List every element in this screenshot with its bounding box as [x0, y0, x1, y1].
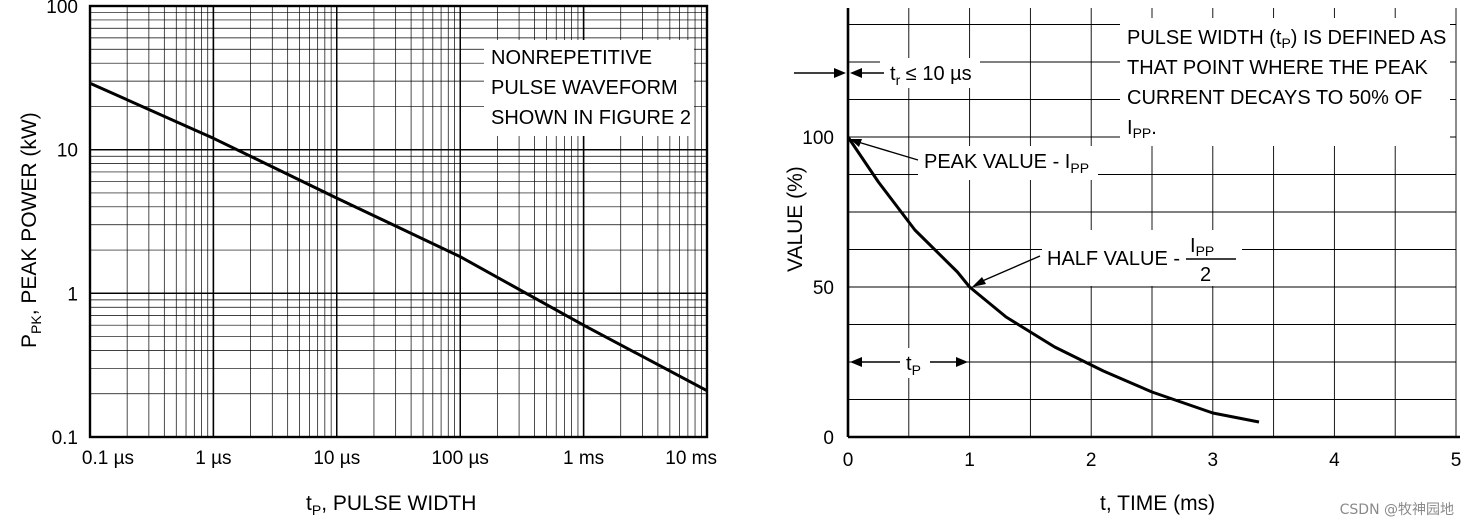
pulse-note-line: CURRENT DECAYS TO 50% OF: [1127, 87, 1422, 109]
pulse-note-line: THAT POINT WHERE THE PEAK: [1127, 57, 1428, 79]
left-annotation-line: PULSE WAVEFORM: [491, 77, 678, 99]
peak-power-line: [89, 81, 708, 393]
right-y-tick-label: 50: [813, 278, 834, 299]
half-label-box: [1042, 230, 1242, 286]
right-x-tick-label: 0: [843, 450, 854, 471]
left-annotation-line: NONREPETITIVE: [491, 47, 652, 69]
right-x-tick-label: 1: [964, 450, 975, 471]
rise-arrowhead-left: [834, 68, 846, 78]
pulse-note-box: [1120, 18, 1450, 146]
tp-label-box: [870, 348, 954, 378]
tp-arrowhead-left: [850, 357, 862, 367]
half-value-label: HALF VALUE -: [1047, 248, 1180, 270]
half-fraction-denominator: 2: [1200, 264, 1211, 286]
watermark: CSDN @牧神园地: [1339, 502, 1454, 518]
left-series: [89, 81, 708, 393]
pulse-note-line: PULSE WIDTH (tP) IS DEFINED AS: [1127, 27, 1446, 51]
rise-time-box: [880, 58, 980, 88]
right-x-tick-label: 2: [1086, 450, 1097, 471]
left-x-tick-label: 100 µs: [431, 448, 488, 469]
left-y-tick-label: 10: [57, 141, 78, 162]
left-x-axis-label: tP, PULSE WIDTH: [306, 492, 476, 518]
right-y-tick-label: 100: [802, 128, 834, 149]
rise-arrowhead-right: [850, 68, 862, 78]
peak-leader-line: [857, 141, 919, 161]
right-y-tick-label: 0: [823, 428, 834, 449]
left-x-tick-label: 10 ms: [665, 448, 717, 469]
left-x-tick-label: 0.1 µs: [82, 448, 134, 469]
right-series: [846, 136, 1260, 424]
rise-time-label: tr ≤ 10 µs: [890, 63, 972, 88]
half-fraction-numerator: IPP: [1190, 235, 1214, 259]
tp-label: tP: [906, 353, 921, 378]
peak-arrowhead: [850, 139, 862, 147]
right-x-tick-label: 3: [1208, 450, 1219, 471]
left-y-tick-label: 1: [67, 284, 78, 305]
peak-label-box: [918, 146, 1098, 180]
right-x-tick-label: 5: [1451, 450, 1462, 471]
left-x-tick-label: 1 ms: [563, 448, 604, 469]
decay-curve: [846, 136, 1260, 424]
left-tick-labels: 0.1 µs 1 µs 10 µs 100 µs 1 ms 10 ms 0.1 1 10 100: [46, 0, 717, 469]
left-y-axis-label: PPK, PEAK POWER (kW): [18, 112, 44, 348]
left-chart: 0.1 µs 1 µs 10 µs 100 µs 1 ms 10 ms0.1110100 …: [18, 0, 717, 518]
left-annotation-box: [484, 40, 694, 136]
peak-value-label: PEAK VALUE - IPP: [924, 151, 1089, 176]
right-y-axis-label: VALUE (%): [784, 166, 807, 272]
half-arrowhead: [972, 277, 986, 287]
left-plot-frame: [88, 4, 709, 439]
left-y-tick-label: 0.1: [52, 428, 78, 449]
left-annotation-line: SHOWN IN FIGURE 2: [491, 107, 691, 129]
pulse-note-line: IPP.: [1127, 117, 1157, 141]
left-y-tick-label: 100: [46, 0, 78, 18]
half-leader-line: [979, 255, 1041, 283]
left-x-tick-label: 1 µs: [195, 448, 231, 469]
tp-arrowhead-right: [956, 357, 968, 367]
right-x-axis-label: t, TIME (ms): [1100, 492, 1215, 515]
left-x-tick-label: 10 µs: [313, 448, 360, 469]
right-x-tick-label: 4: [1329, 450, 1340, 471]
